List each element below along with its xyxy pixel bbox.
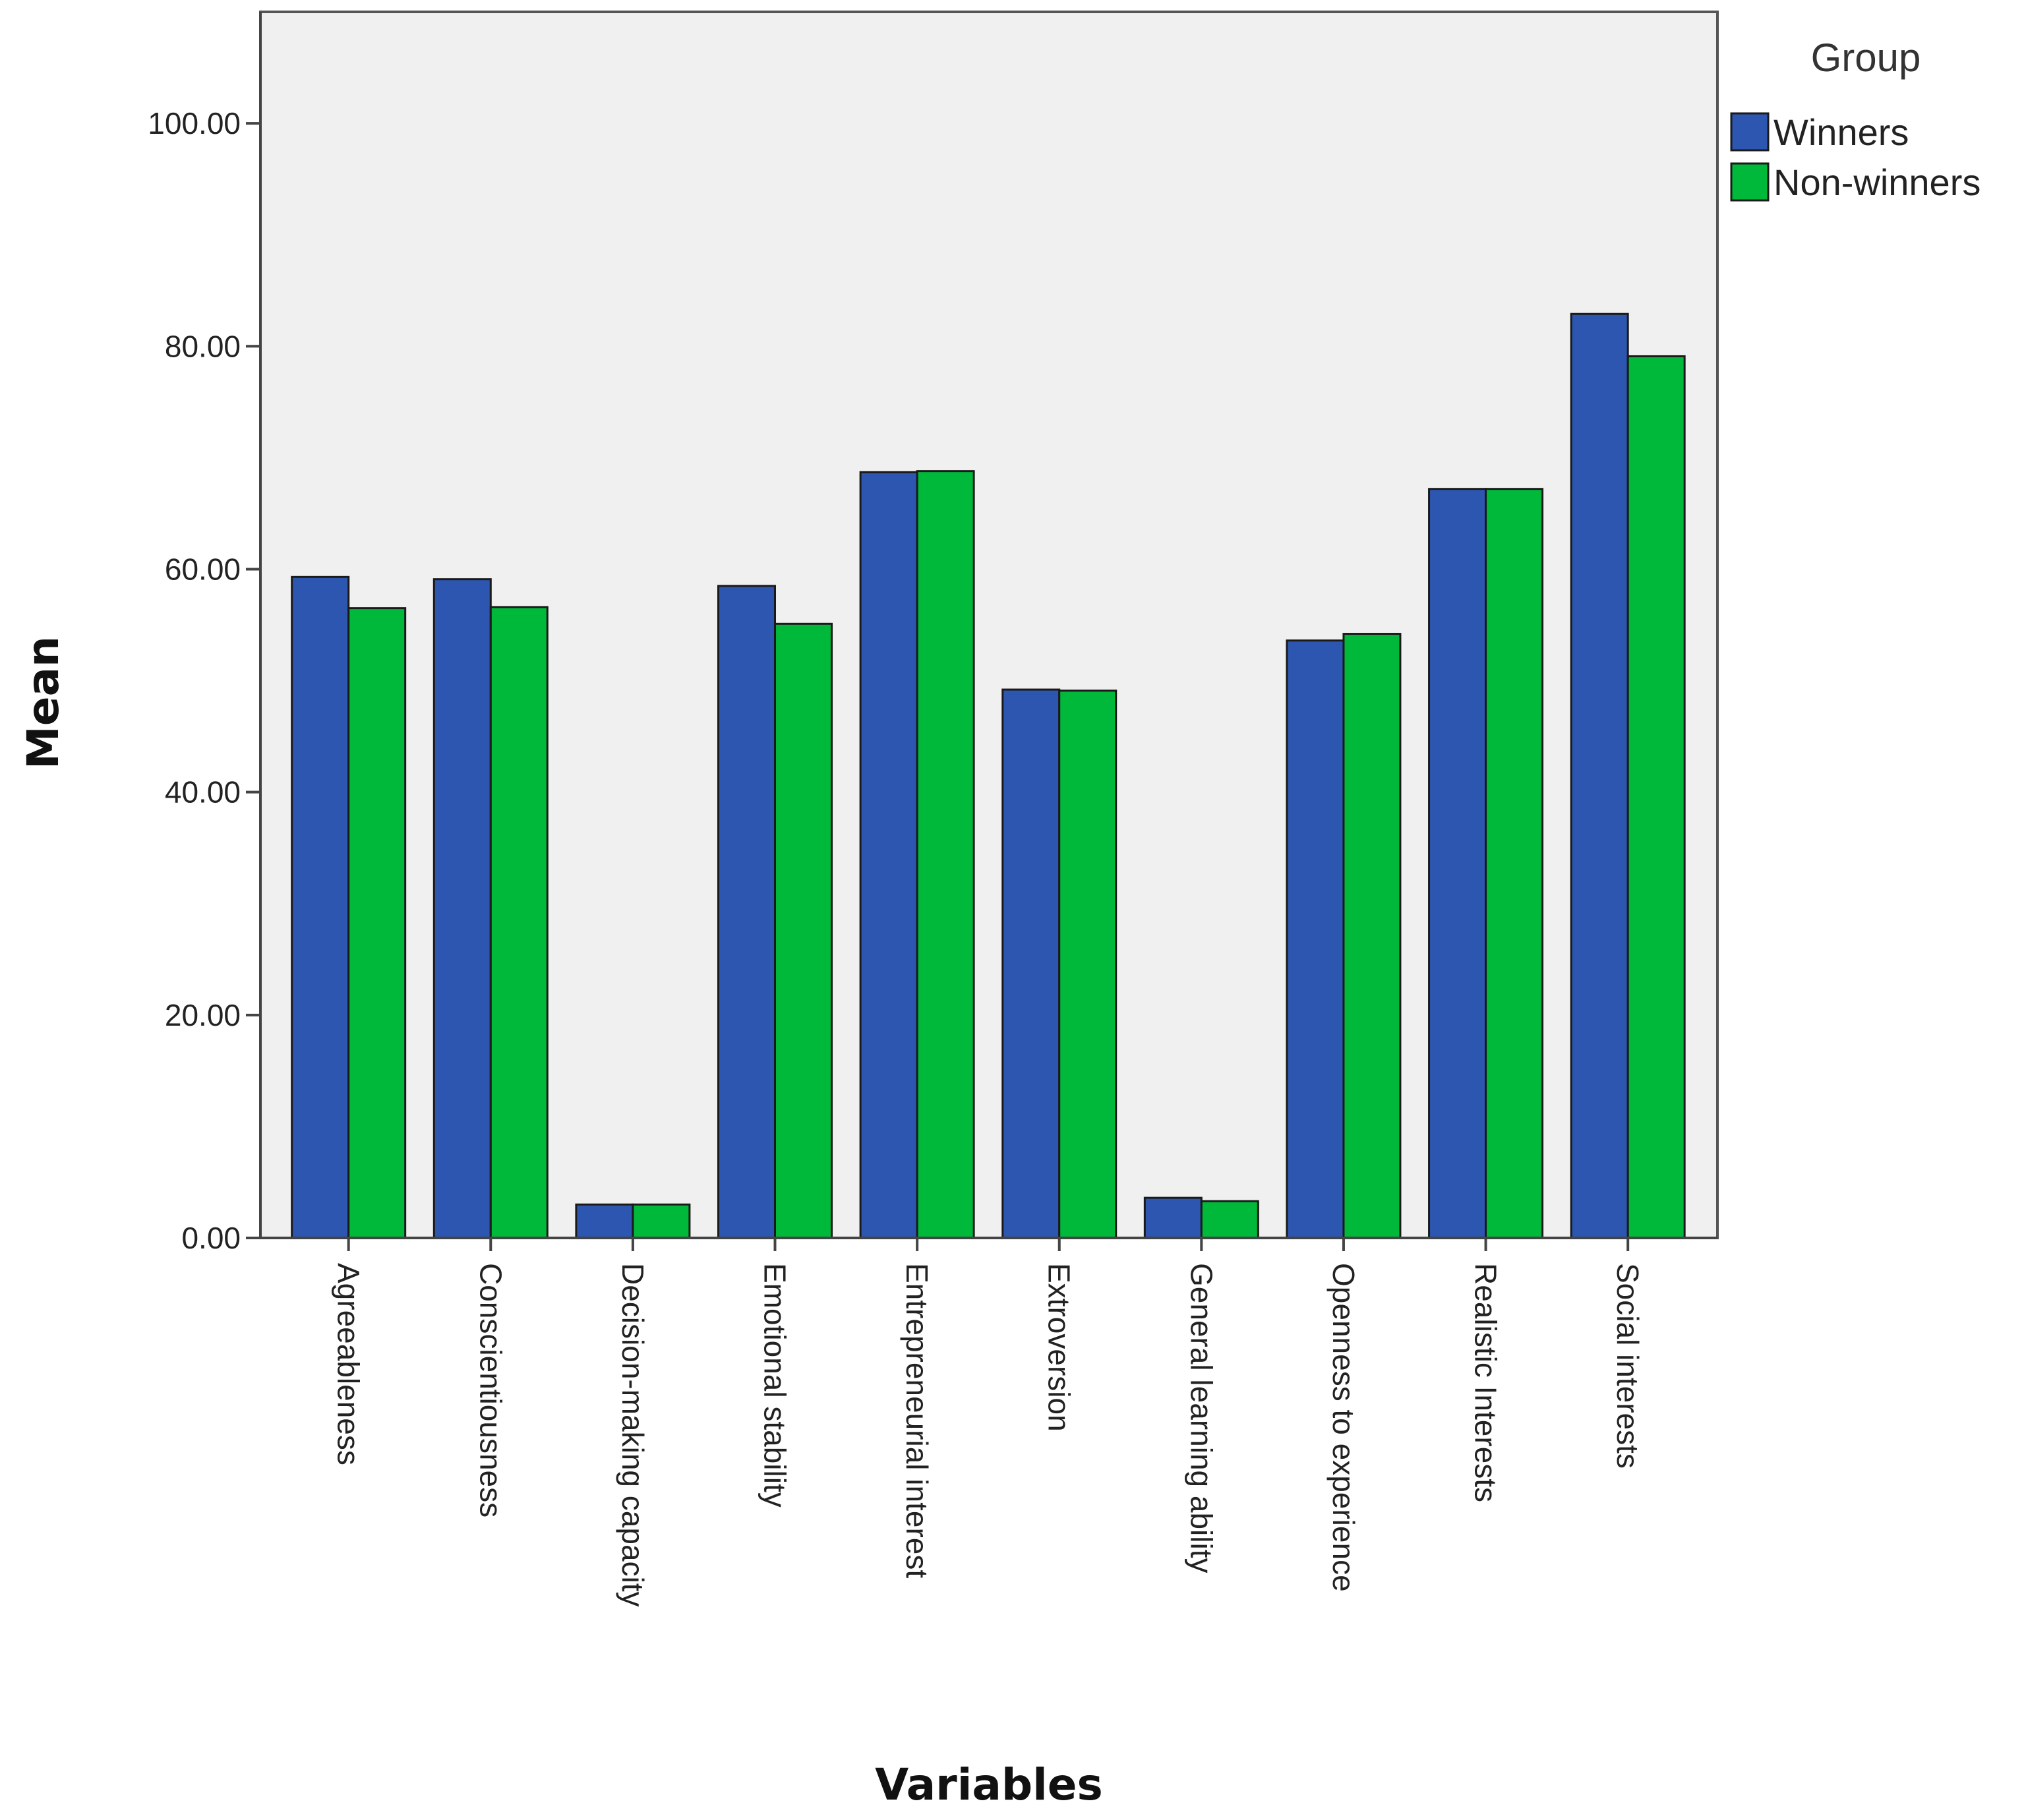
bars-layer [291,312,1686,1239]
legend-label: Winners [1773,111,1909,153]
x-ticks: Agreeableness Conscientiousness Decision-m… [332,1238,1645,1607]
x-tick-label: Conscientiousness [473,1263,508,1517]
bar-winners-1 [432,578,492,1239]
y-tick-label: 40.00 [165,775,241,809]
legend-swatch [1730,162,1770,202]
y-ticks: 0.00 20.00 40.00 60.00 80.00 100.00 [148,106,260,1255]
legend-label: Non-winners [1773,161,1981,203]
bar-non-winners-1 [489,606,549,1239]
x-tick-label: Openness to experience [1326,1263,1361,1592]
y-tick-label: 0.00 [181,1221,241,1255]
y-axis-title: Mean [18,636,69,769]
x-tick-label: Agreeableness [332,1263,366,1465]
legend: Group Winners Non-winners [1730,36,1981,203]
x-tick-label: Social interests [1611,1263,1645,1469]
x-tick-label: Realistic Interests [1469,1263,1503,1502]
x-tick-label: Decision-making capacity [616,1263,650,1607]
y-tick-label: 100.00 [148,106,241,140]
bar-non-winners-0 [347,607,407,1239]
bar-non-winners-4 [916,470,975,1239]
bar-winners-8 [1428,488,1487,1239]
bar-winners-2 [575,1203,634,1239]
bar-non-winners-5 [1058,690,1117,1239]
y-tick-label: 60.00 [165,552,241,586]
bar-winners-6 [1143,1196,1203,1239]
y-tick-label: 80.00 [165,329,241,363]
bar-winners-7 [1286,639,1345,1239]
bar-non-winners-7 [1342,633,1402,1239]
bar-non-winners-2 [632,1203,691,1239]
x-tick-label: Extroversion [1042,1263,1077,1432]
bar-non-winners-8 [1485,488,1544,1239]
bar-winners-3 [717,585,777,1239]
bar-winners-9 [1570,312,1629,1239]
bar-winners-5 [1001,688,1061,1239]
legend-swatch [1730,112,1770,152]
x-tick-label: Entrepreneurial interest [900,1263,934,1578]
bar-non-winners-3 [774,622,833,1239]
bar-non-winners-9 [1626,355,1686,1239]
bar-winners-4 [859,471,918,1239]
bar-winners-0 [291,575,350,1239]
x-tick-label: Emotional stability [758,1263,792,1508]
y-tick-label: 20.00 [165,998,241,1032]
bar-non-winners-6 [1200,1200,1259,1239]
legend-title: Group [1811,36,1921,80]
x-axis-title: Variables [875,1759,1103,1810]
x-tick-label: General learning ability [1184,1263,1218,1573]
